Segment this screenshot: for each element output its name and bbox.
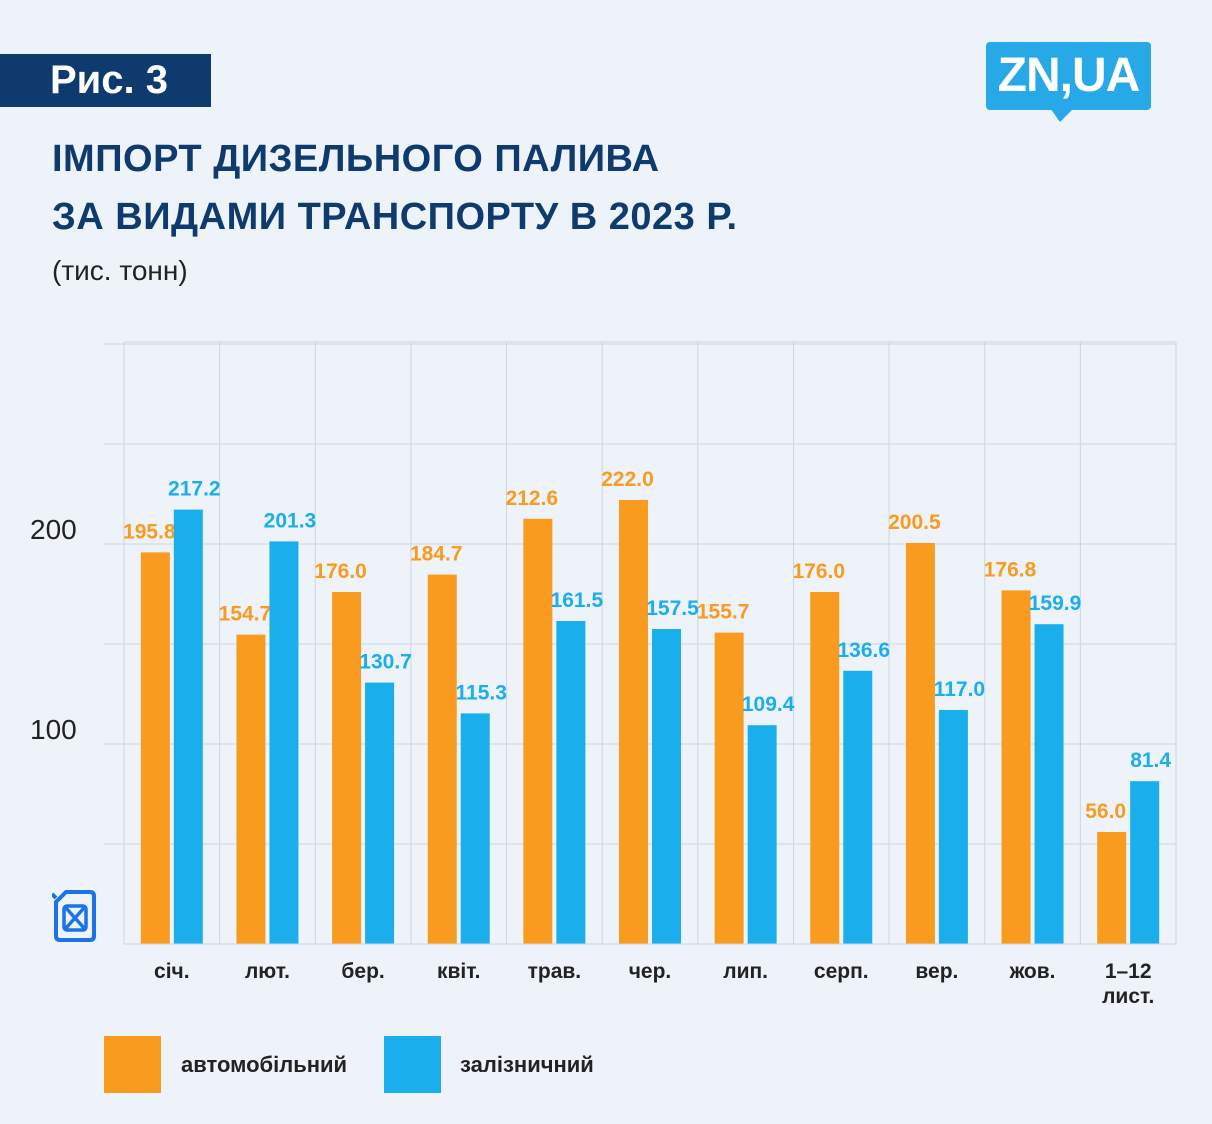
data-label-auto: 176.0 — [314, 560, 367, 583]
data-label-rail: 109.4 — [742, 693, 795, 716]
bar-rail — [1130, 781, 1160, 944]
x-tick-label: лип. — [723, 960, 768, 983]
data-label-auto: 56.0 — [1085, 800, 1126, 823]
bar-rail — [269, 541, 299, 944]
data-label-auto: 200.5 — [888, 511, 941, 534]
bar-rail — [652, 629, 681, 944]
data-label-auto: 155.7 — [697, 601, 750, 624]
data-label-auto: 154.7 — [219, 603, 272, 626]
bar-rail — [843, 670, 873, 944]
x-tick-label: чер. — [629, 960, 672, 983]
bar-rail — [460, 713, 490, 944]
unit-label: (тис. тонн) — [52, 255, 188, 286]
bar-rail — [1034, 624, 1064, 944]
x-tick-label: 1–12 лист. — [1102, 960, 1154, 1008]
data-label-auto: 222.0 — [601, 468, 654, 491]
data-label-rail: 217.2 — [168, 478, 221, 501]
bar-auto — [810, 592, 840, 944]
bar-auto — [1001, 590, 1031, 944]
data-label-auto: 195.8 — [123, 520, 176, 543]
x-tick-label: серп. — [814, 960, 869, 983]
legend-swatch-auto — [104, 1036, 161, 1093]
bar-auto — [332, 592, 362, 944]
bar-auto — [523, 518, 553, 944]
x-tick-label: жов. — [1009, 960, 1056, 983]
x-tick-label: вер. — [915, 960, 958, 983]
bar-auto — [236, 634, 266, 944]
bar-auto — [1097, 832, 1127, 944]
x-tick-label: бер. — [341, 960, 384, 983]
bar-auto — [714, 632, 744, 944]
bar-rail — [556, 621, 586, 944]
fuel-canister-icon — [52, 890, 96, 942]
bar-rail — [173, 509, 203, 944]
data-label-rail: 130.7 — [359, 651, 412, 674]
y-tick-label: 100 — [30, 714, 77, 745]
bar-auto — [905, 543, 935, 944]
x-tick-label: січ. — [154, 960, 190, 983]
chart-title-line-1: ІМПОРТ ДИЗЕЛЬНОГО ПАЛИВА — [52, 138, 660, 180]
data-label-rail: 81.4 — [1130, 749, 1171, 772]
chart-title: ІМПОРТ ДИЗЕЛЬНОГО ПАЛИВА ЗА ВИДАМИ ТРАНС… — [52, 130, 952, 246]
bar-rail — [747, 725, 777, 944]
x-tick-label: квіт. — [437, 960, 481, 983]
data-label-auto: 176.8 — [984, 558, 1037, 581]
bar-rail — [938, 710, 968, 944]
data-label-auto: 212.6 — [506, 487, 559, 510]
logo-speech-tail — [1050, 108, 1074, 122]
logo: ZN,UA — [986, 42, 1151, 110]
x-tick-label: трав. — [528, 960, 582, 983]
bar-rail — [365, 682, 395, 944]
data-label-rail: 136.6 — [837, 639, 890, 662]
data-label-auto: 184.7 — [410, 543, 463, 566]
legend-label-rail: залізничний — [460, 1052, 594, 1077]
figure-label: Рис. 3 — [0, 54, 211, 107]
legend-swatch-rail — [384, 1036, 441, 1093]
x-tick-label: лют. — [245, 960, 290, 983]
bar-auto — [140, 552, 170, 944]
data-label-rail: 115.3 — [456, 681, 507, 704]
data-label-rail: 159.9 — [1029, 592, 1082, 615]
data-label-rail: 157.5 — [646, 597, 699, 620]
data-label-rail: 201.3 — [264, 509, 317, 532]
data-label-rail: 117.0 — [934, 678, 985, 701]
data-label-rail: 161.5 — [551, 589, 604, 612]
bar-auto — [619, 500, 648, 944]
y-tick-label: 200 — [30, 514, 77, 545]
legend-label-auto: автомобільний — [181, 1052, 348, 1077]
data-label-auto: 176.0 — [792, 560, 845, 583]
chart-title-line-2: ЗА ВИДАМИ ТРАНСПОРТУ В 2023 Р. — [52, 196, 738, 238]
bar-auto — [427, 574, 457, 944]
